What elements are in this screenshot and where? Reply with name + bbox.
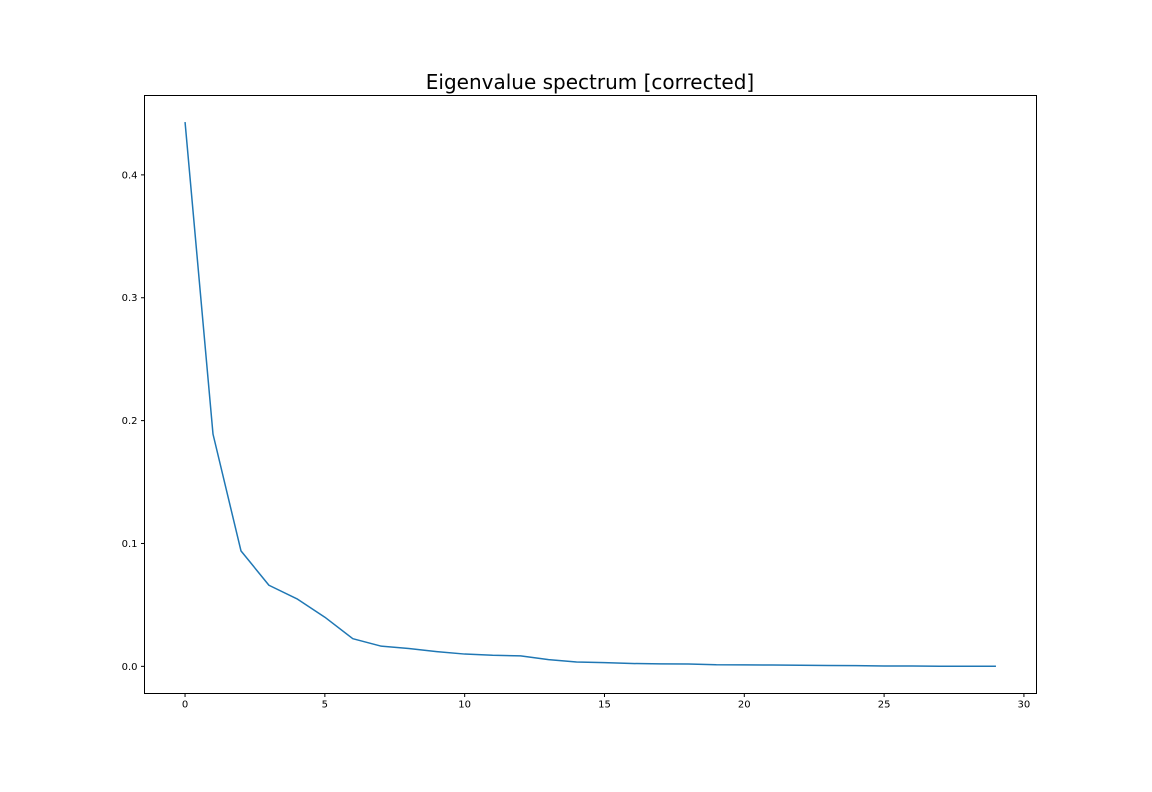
x-tick-label: 25	[878, 700, 891, 711]
plot-layer	[184, 121, 996, 667]
y-tick-label: 0.2	[122, 416, 138, 427]
x-tick-label: 0	[182, 700, 188, 711]
x-tick-label: 30	[1018, 700, 1031, 711]
x-tick-label: 10	[458, 700, 471, 711]
x-tick-label: 15	[598, 700, 611, 711]
axis-layer: 0 5 10 15 20 25 30 0.0 0.1 0.2 0.3 0.4	[122, 170, 1031, 710]
plot-frame	[144, 95, 1037, 694]
y-tick-label: 0.0	[122, 662, 138, 673]
chart-title: Eigenvalue spectrum [corrected]	[426, 70, 755, 94]
y-tick-label: 0.4	[122, 170, 138, 181]
y-tick-label: 0.1	[122, 539, 138, 550]
x-tick-label: 20	[738, 700, 751, 711]
x-tick-label: 5	[322, 700, 328, 711]
series-line	[184, 121, 996, 667]
y-tick-label: 0.3	[122, 293, 138, 304]
